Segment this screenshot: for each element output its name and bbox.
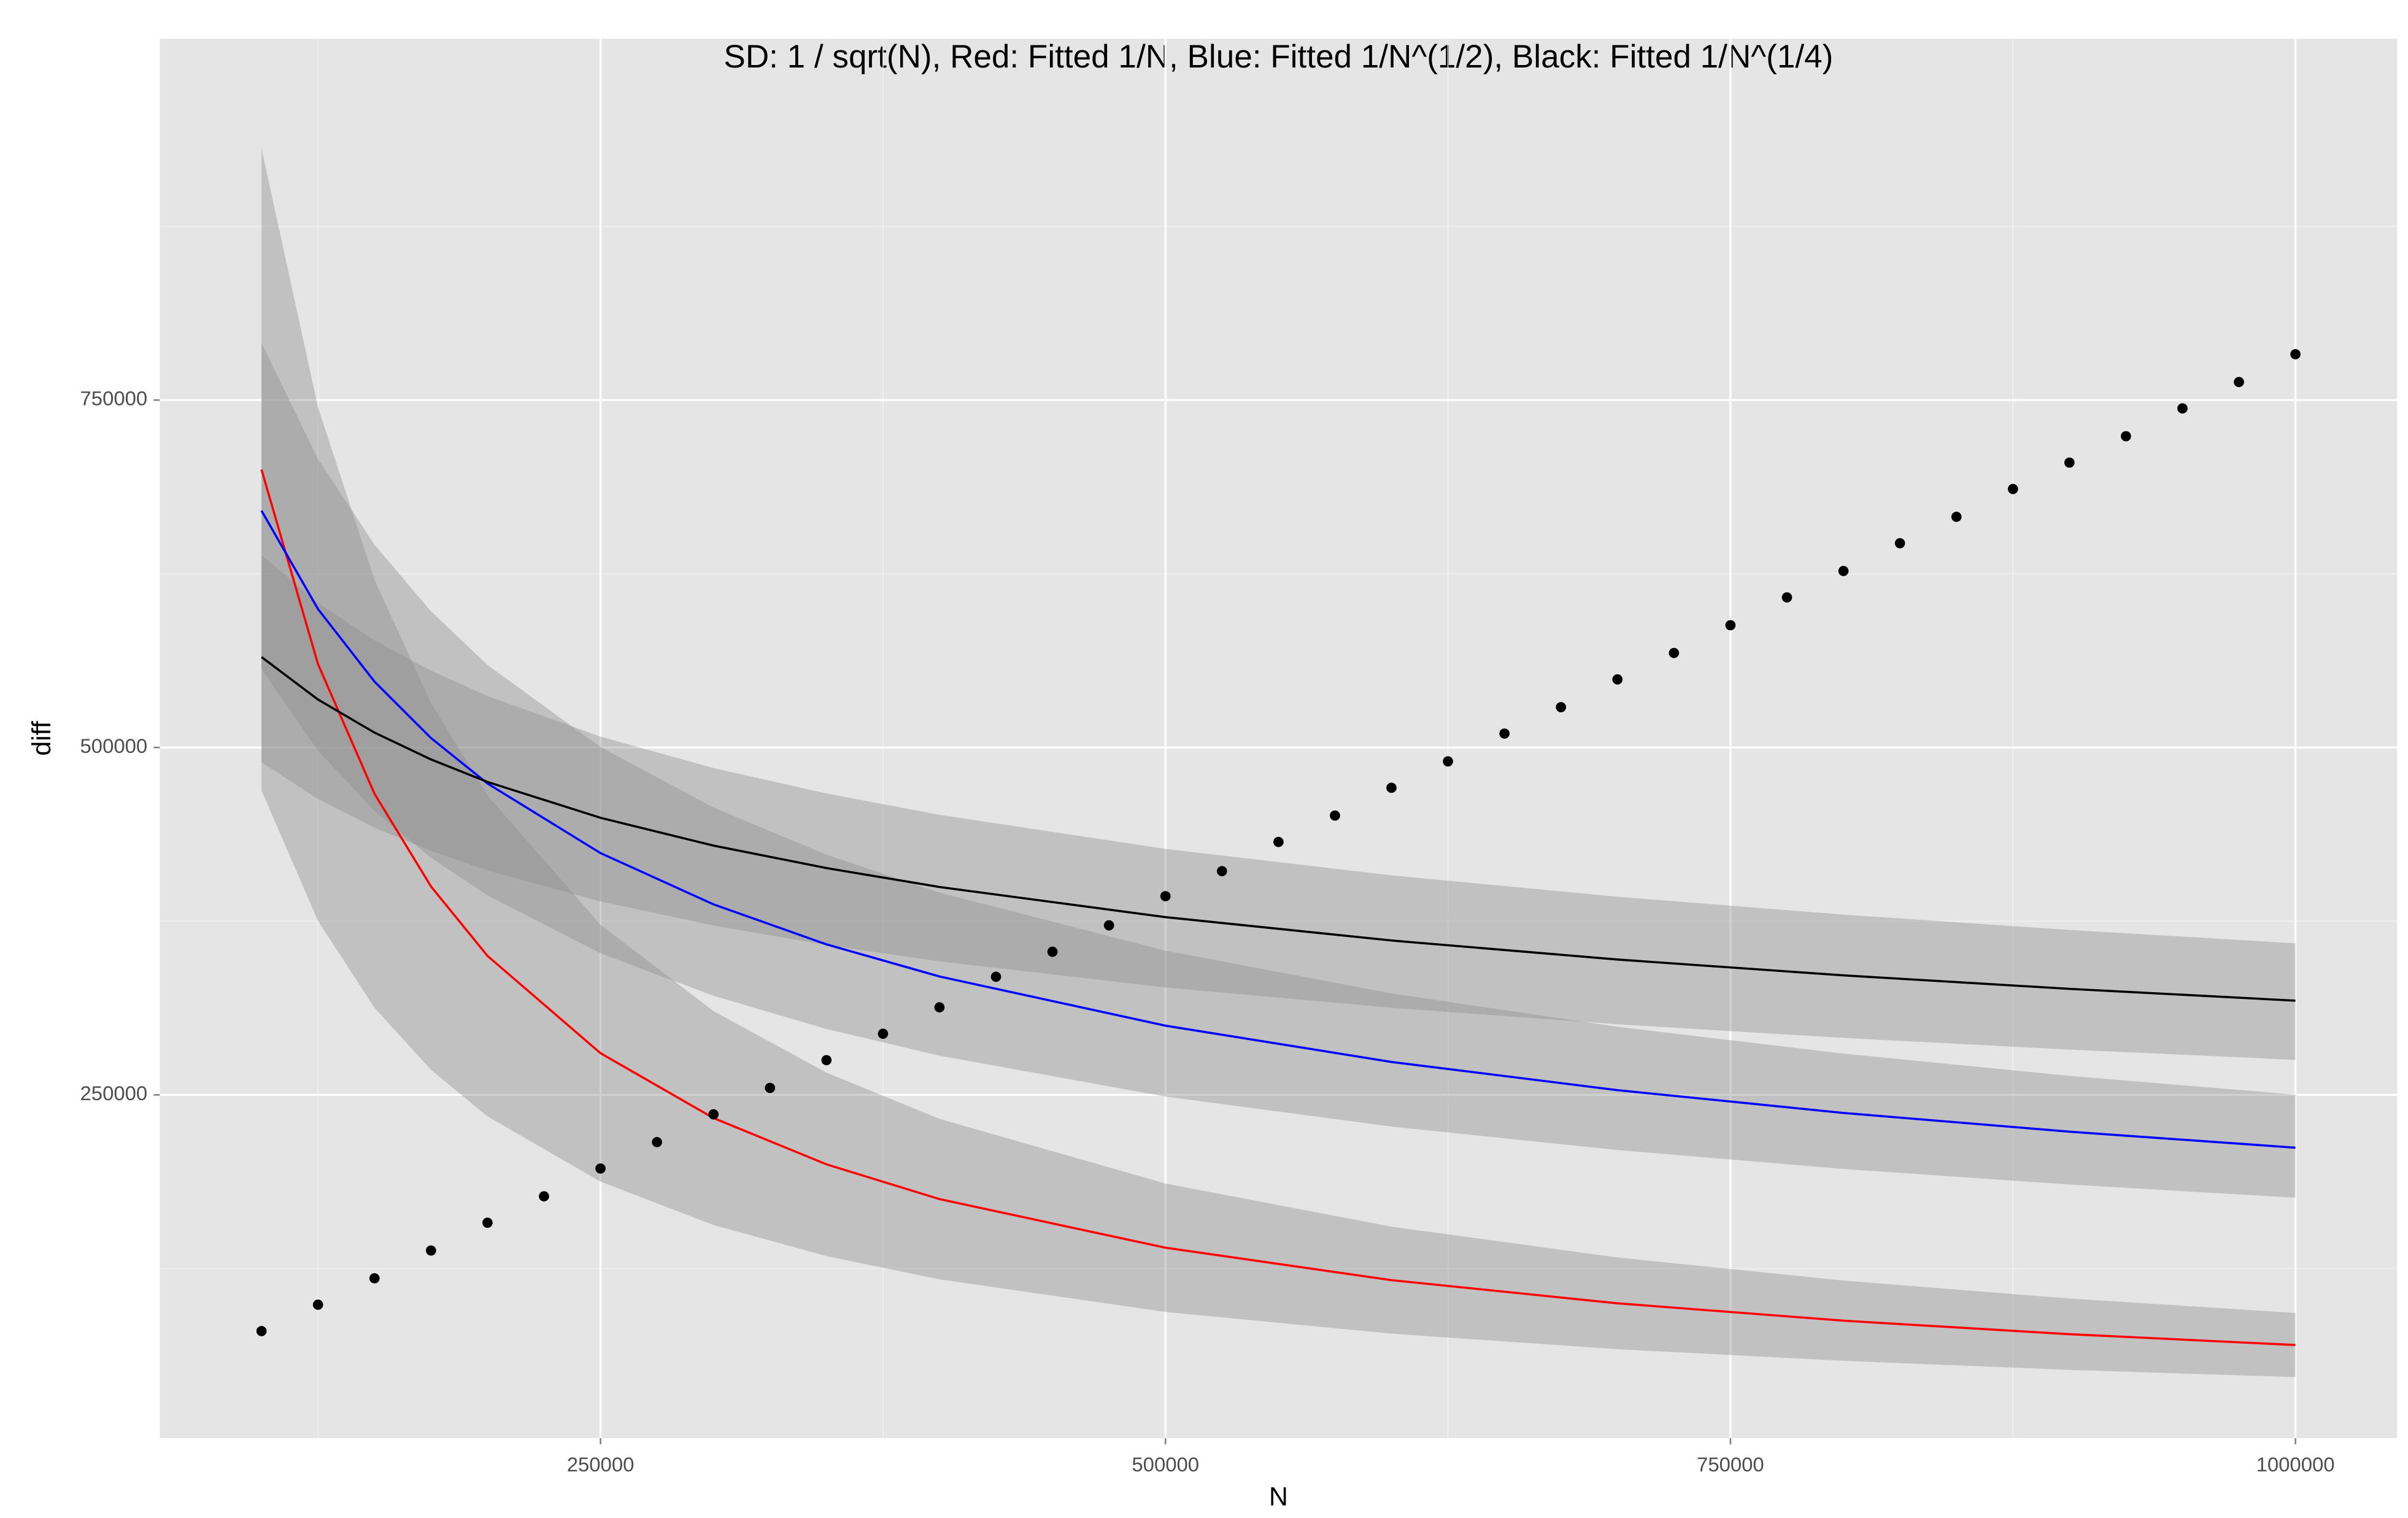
point: [934, 1002, 945, 1013]
point: [1386, 782, 1397, 793]
point: [482, 1217, 493, 1228]
point: [765, 1082, 776, 1093]
confidence-band: [261, 555, 2296, 1060]
point: [256, 1326, 267, 1336]
point: [1330, 810, 1340, 821]
point: [1160, 891, 1171, 901]
point: [1499, 728, 1510, 739]
point: [708, 1109, 719, 1120]
point: [2064, 457, 2075, 468]
point: [2177, 403, 2188, 414]
point: [1103, 920, 1114, 931]
fitted-line: [261, 656, 2296, 1002]
y-axis-title: diff: [27, 721, 56, 756]
confidence-band: [261, 342, 2296, 1198]
point: [539, 1191, 549, 1202]
point: [821, 1055, 832, 1066]
point: [990, 971, 1001, 982]
point: [312, 1300, 323, 1310]
point: [1669, 647, 1680, 658]
point: [2234, 377, 2244, 387]
point: [2007, 484, 2018, 495]
point: [426, 1245, 436, 1256]
point: [1612, 674, 1623, 685]
point: [369, 1273, 380, 1284]
plot-panel: [160, 39, 2398, 1438]
point: [652, 1137, 662, 1147]
point: [595, 1163, 606, 1174]
point: [2290, 349, 2301, 360]
x-axis-title: N: [1269, 1482, 1288, 1512]
point: [1781, 592, 1792, 603]
fitted-line: [260, 510, 2296, 1149]
point: [1273, 836, 1284, 847]
y-tick-label: 250000: [80, 1082, 148, 1104]
fitted-line: [260, 469, 2296, 1346]
point: [1838, 566, 1849, 576]
chart-title: SD: 1 / sqrt(N), Red: Fitted 1/N, Blue: …: [724, 39, 1833, 75]
point: [1725, 620, 1736, 631]
point: [1443, 756, 1453, 767]
confidence-band: [261, 148, 2296, 1377]
point: [1556, 702, 1567, 712]
y-tick-label: 750000: [80, 387, 148, 410]
point: [2121, 431, 2131, 442]
point: [1047, 946, 1058, 957]
y-tick-label: 500000: [80, 734, 148, 757]
x-tick-label: 750000: [1697, 1453, 1764, 1476]
x-tick-label: 250000: [567, 1453, 635, 1476]
point: [1894, 537, 1905, 549]
x-tick-label: 500000: [1132, 1453, 1199, 1476]
point: [1216, 866, 1227, 877]
x-tick-label: 1000000: [2256, 1453, 2335, 1476]
point: [878, 1028, 889, 1039]
point: [1951, 511, 1962, 522]
